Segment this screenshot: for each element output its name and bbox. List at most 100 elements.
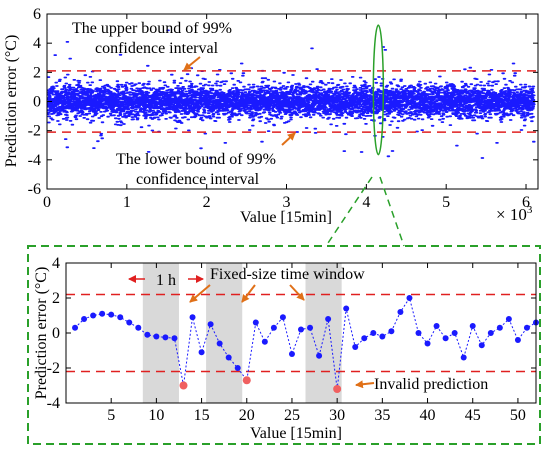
zoom-connector-left (325, 176, 373, 247)
detail-data-point (288, 351, 295, 357)
lower-bound-annotation-line2: confidence interval (136, 171, 260, 188)
overview-y-axis-label: Prediction error (°C) (3, 35, 20, 168)
detail-data-point (270, 324, 277, 331)
detail-data-point (198, 349, 205, 356)
detail-x-tick-label: 40 (420, 407, 436, 424)
detail-data-point (252, 319, 259, 326)
detail-data-point (225, 354, 232, 361)
invalid-prediction-arrow (355, 380, 375, 389)
detail-data-point (144, 331, 151, 338)
detail-data-point (171, 335, 178, 342)
detail-data-point (307, 324, 314, 331)
detail-x-tick-label: 35 (374, 407, 390, 424)
detail-data-point (397, 309, 404, 315)
detail-x-tick-label: 20 (239, 407, 255, 424)
detail-y-ticks: 4 2 0 -2 -4 (47, 255, 536, 412)
detail-data-point (216, 340, 223, 347)
detail-data-point (469, 323, 476, 329)
overview-x-tick-label: 4 (362, 194, 370, 211)
invalid-prediction-points (179, 376, 342, 393)
window-arrow-3 (289, 284, 305, 301)
detail-data-point (361, 335, 368, 342)
overview-x-tick-label: 3 (283, 194, 291, 211)
detail-data-point (505, 316, 512, 322)
overview-x-ticks: 0 1 2 3 4 5 6 (43, 14, 530, 211)
lower-bound-annotation-line1: The lower bound of 99% (116, 151, 276, 168)
detail-x-tick-label: 30 (329, 407, 345, 424)
detail-data-point (523, 324, 530, 331)
invalid-prediction-point (333, 385, 342, 393)
detail-data-point (108, 311, 115, 318)
detail-data-point (424, 340, 431, 347)
detail-data-point (442, 335, 449, 342)
detail-y-tick-label: 4 (52, 255, 60, 272)
x-multiplier-exponent: 3 (527, 204, 533, 216)
detail-chart: 5 10 15 20 25 30 35 40 45 50 420-2-4 Value [15min… (33, 255, 539, 442)
detail-data-point (234, 365, 241, 371)
detail-series-points (72, 295, 539, 371)
detail-y-tick-label: -4 (47, 395, 60, 412)
detail-data-point (207, 321, 214, 328)
detail-data-point (379, 333, 386, 340)
time-window-label: Fixed-size time window (210, 266, 365, 283)
detail-x-tick-label: 45 (465, 407, 481, 424)
window-arrow-1 (189, 284, 211, 303)
detail-x-tick-label: 50 (510, 407, 526, 424)
overview-y-tick-label: 4 (33, 35, 41, 52)
overview-y-tick-label: 6 (33, 6, 41, 23)
detail-data-point (261, 338, 268, 345)
detail-x-tick-label: 10 (148, 407, 164, 424)
overview-x-tick-label: 1 (123, 194, 131, 211)
detail-data-point (117, 314, 124, 321)
overview-x-tick-label: 6 (522, 194, 530, 211)
invalid-prediction-point (242, 376, 251, 385)
detail-x-tick-label: 25 (284, 407, 300, 424)
zoom-detail-box (27, 245, 541, 445)
overview-scatter-points (47, 29, 536, 159)
invalid-prediction-point (179, 381, 188, 390)
overview-y-tick-label: -2 (28, 123, 41, 140)
detail-data-point (433, 323, 440, 329)
overview-scatter-markers (47, 29, 536, 159)
highlight-ellipse (372, 24, 385, 156)
detail-data-point (135, 324, 142, 331)
time-window-band (206, 263, 243, 403)
overview-y-tick-label: -4 (28, 152, 41, 169)
detail-x-ticks: 5 10 15 20 25 30 35 40 45 50 (107, 263, 526, 424)
detail-y-tick-label: 2 (52, 290, 60, 307)
detail-x-tick-label: 15 (194, 407, 210, 424)
window-arrow-2 (241, 284, 256, 303)
overview-y-tick-label: 2 (33, 64, 41, 81)
detail-data-point (487, 330, 494, 336)
detail-x-tick-label: 5 (107, 407, 115, 424)
upper-bound-annotation-line1: The upper bound of 99% (72, 20, 232, 37)
detail-y-axis-label: Prediction error (°C) (33, 267, 50, 400)
detail-x-axis-label: Value [15min] (250, 425, 342, 442)
overview-x-tick-label: 5 (442, 194, 450, 211)
detail-data-point (90, 312, 97, 319)
detail-data-point (388, 328, 395, 335)
detail-data-point (279, 314, 286, 321)
detail-data-point (162, 334, 169, 341)
upper-bound-annotation-line2: confidence interval (95, 40, 219, 57)
overview-chart: 0 1 2 3 4 5 6 6 4 2 0 -2 -4 -6 Value [15min] Predict… (3, 6, 539, 226)
detail-data-point (81, 316, 88, 322)
overview-x-tick-label: 2 (203, 194, 211, 211)
detail-data-point (370, 330, 377, 336)
lower-bound-arrow (281, 132, 296, 146)
detail-data-point (451, 330, 458, 336)
overview-y-tick-label: 0 (33, 94, 41, 111)
detail-data-point (325, 316, 332, 322)
x-multiplier: × 103 (496, 204, 533, 224)
detail-y-tick-label: -2 (47, 360, 60, 377)
detail-data-point (316, 352, 323, 359)
detail-data-point (153, 333, 160, 340)
upper-bound-arrow (183, 56, 201, 71)
detail-y-tick-label: 0 (52, 325, 60, 342)
detail-data-point (460, 354, 467, 361)
zoom-connector-right (379, 176, 405, 247)
detail-data-point (72, 324, 79, 331)
detail-data-point (406, 295, 413, 301)
detail-data-point (189, 314, 196, 321)
